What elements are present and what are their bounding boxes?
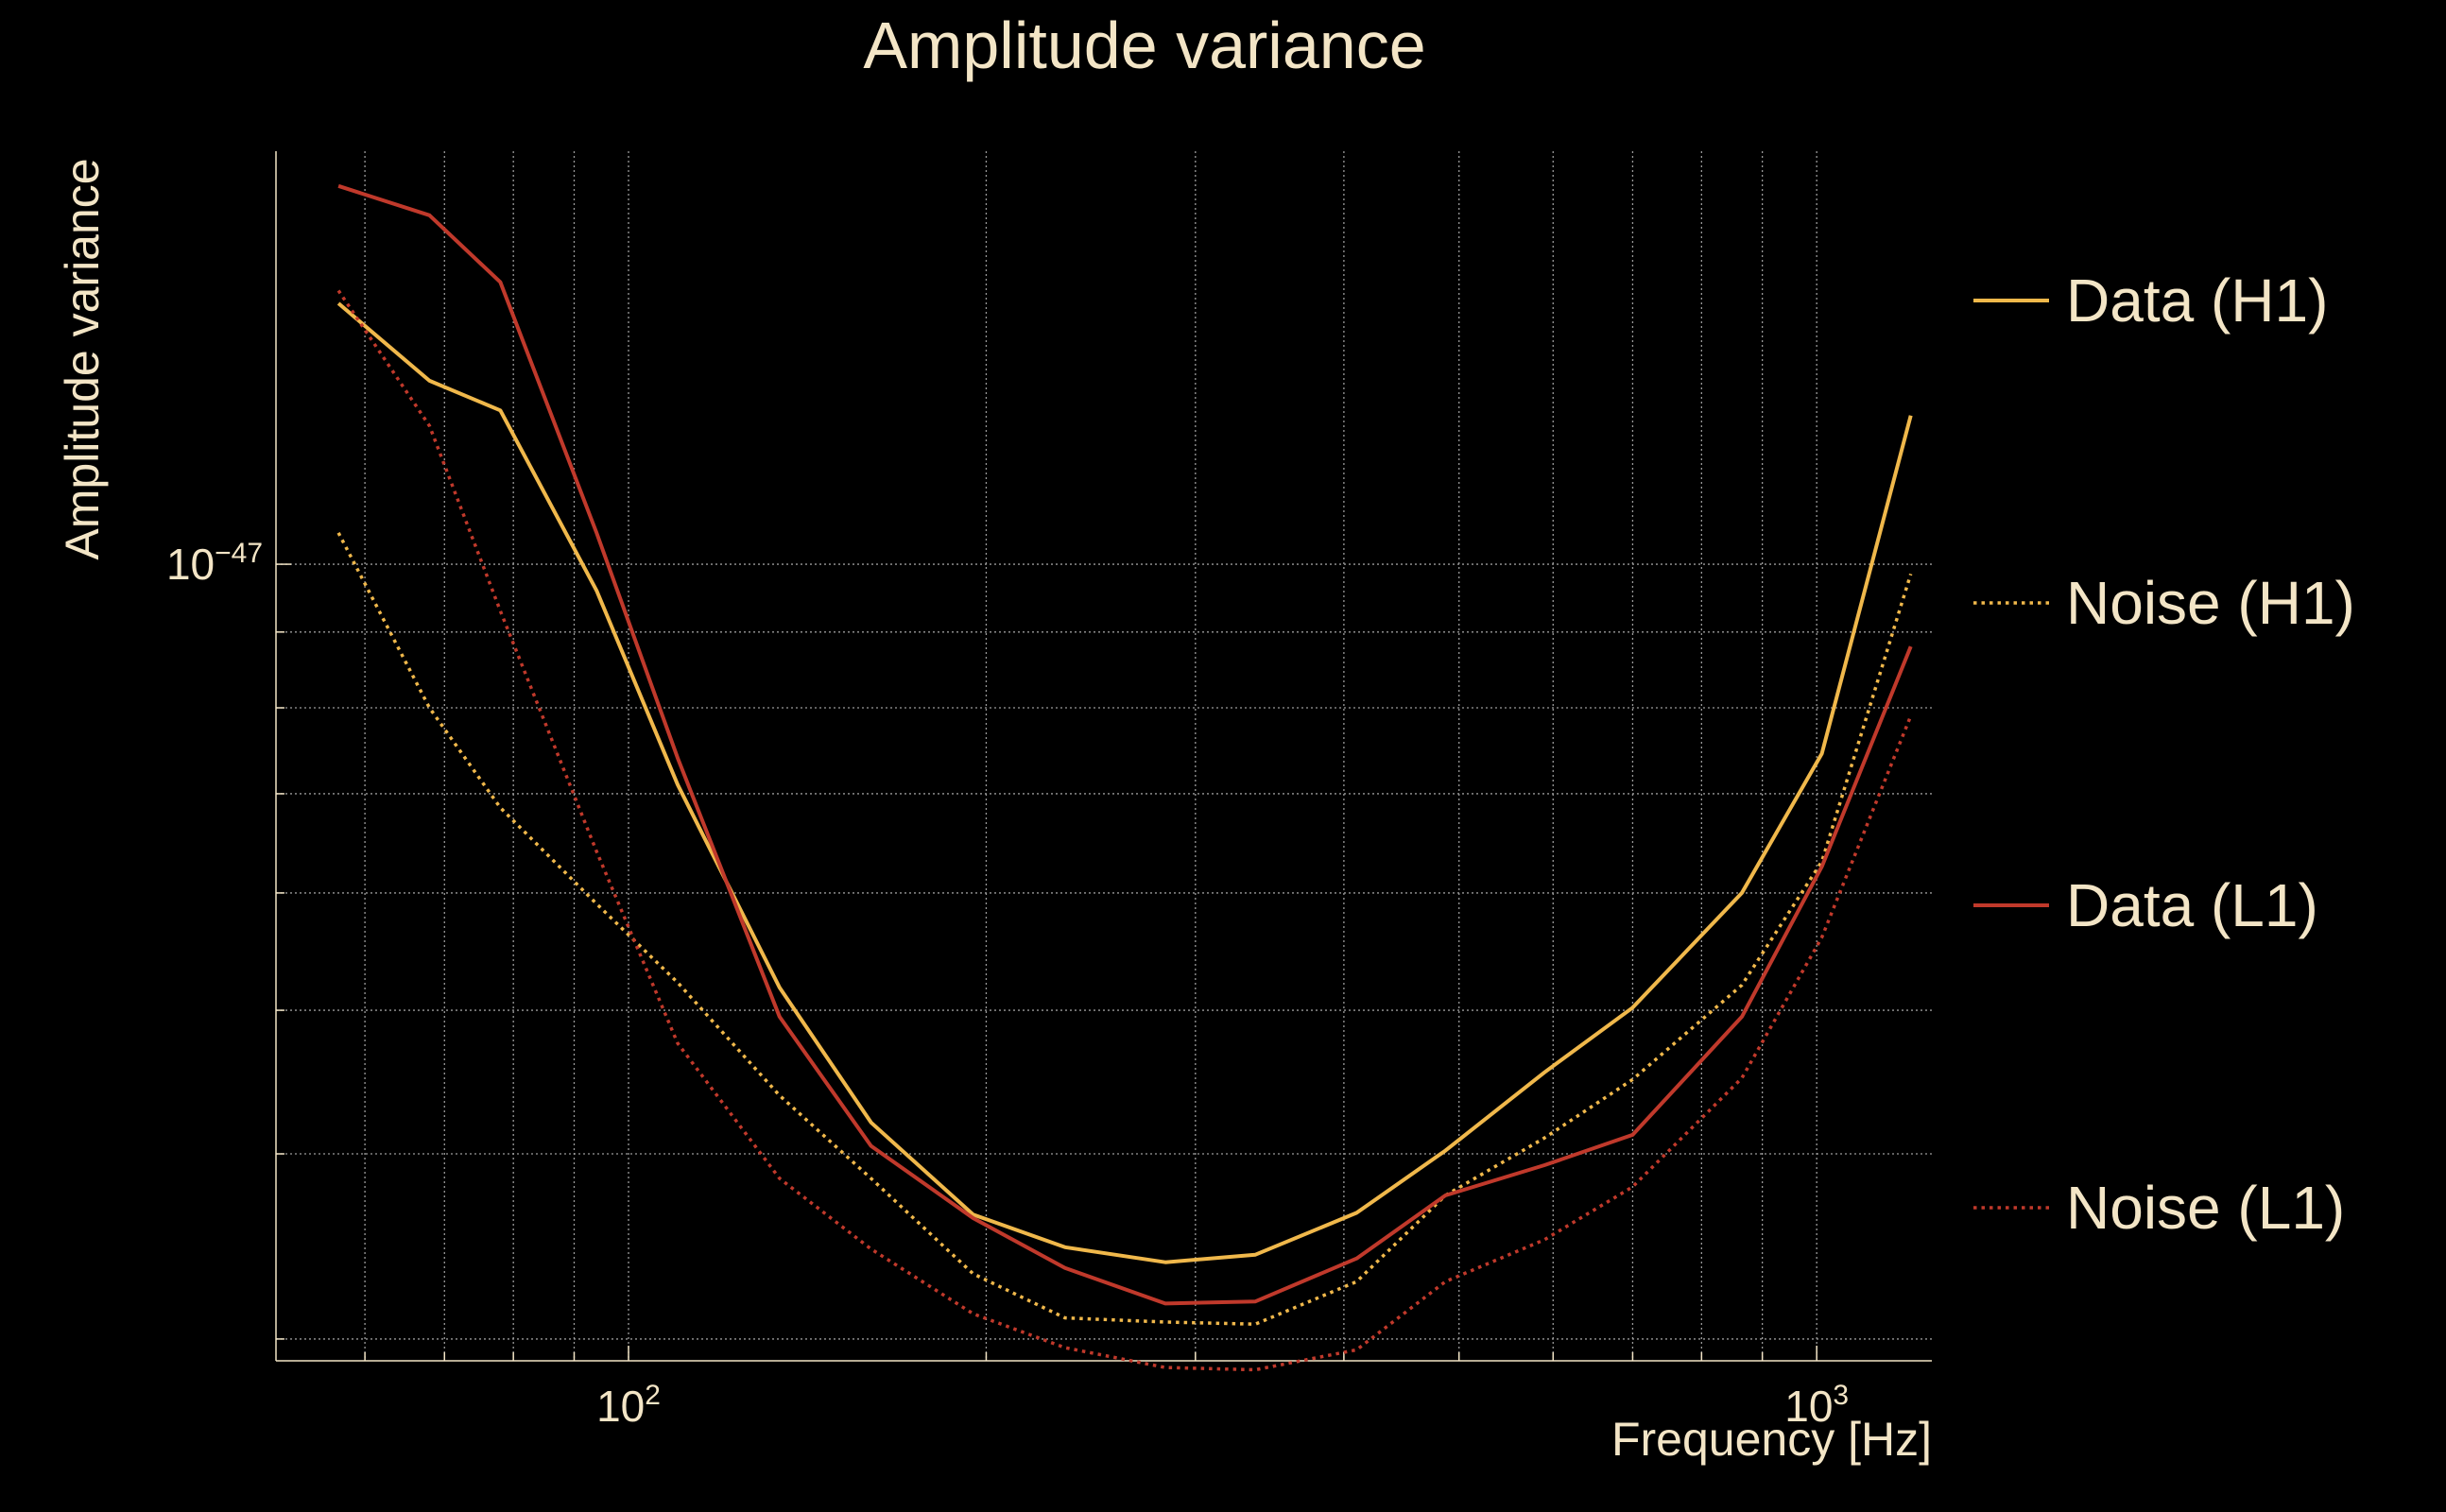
legend-label-3: Data (L1) [2066,871,2318,939]
legend-label-4: Noise (L1) [2066,1174,2345,1242]
series-lines [336,183,1913,1372]
legend-label-1: Data (H1) [2066,266,2328,335]
y-tick-label: 10−47 [166,538,263,589]
series-line-3 [337,183,1913,1306]
series-line-2 [336,531,1913,1326]
x-tick-label: 103 [1784,1380,1849,1431]
y-axis-label: Amplitude variance [56,158,109,559]
legend-label-2: Noise (H1) [2066,569,2355,637]
x-tick-label: 102 [596,1380,661,1431]
tick-labels: 102 103 10−47 [166,538,1849,1431]
axes [275,151,1932,1362]
chart-title: Amplitude variance [863,9,1425,82]
legend: Data (H1) Noise (H1) Data (L1) Noise (L1) [1973,266,2355,1242]
series-line-1 [336,301,1913,1264]
x-axis-label: Frequency [Hz] [1611,1413,1932,1466]
series-line-4 [336,289,1913,1372]
grid [276,151,1932,1361]
